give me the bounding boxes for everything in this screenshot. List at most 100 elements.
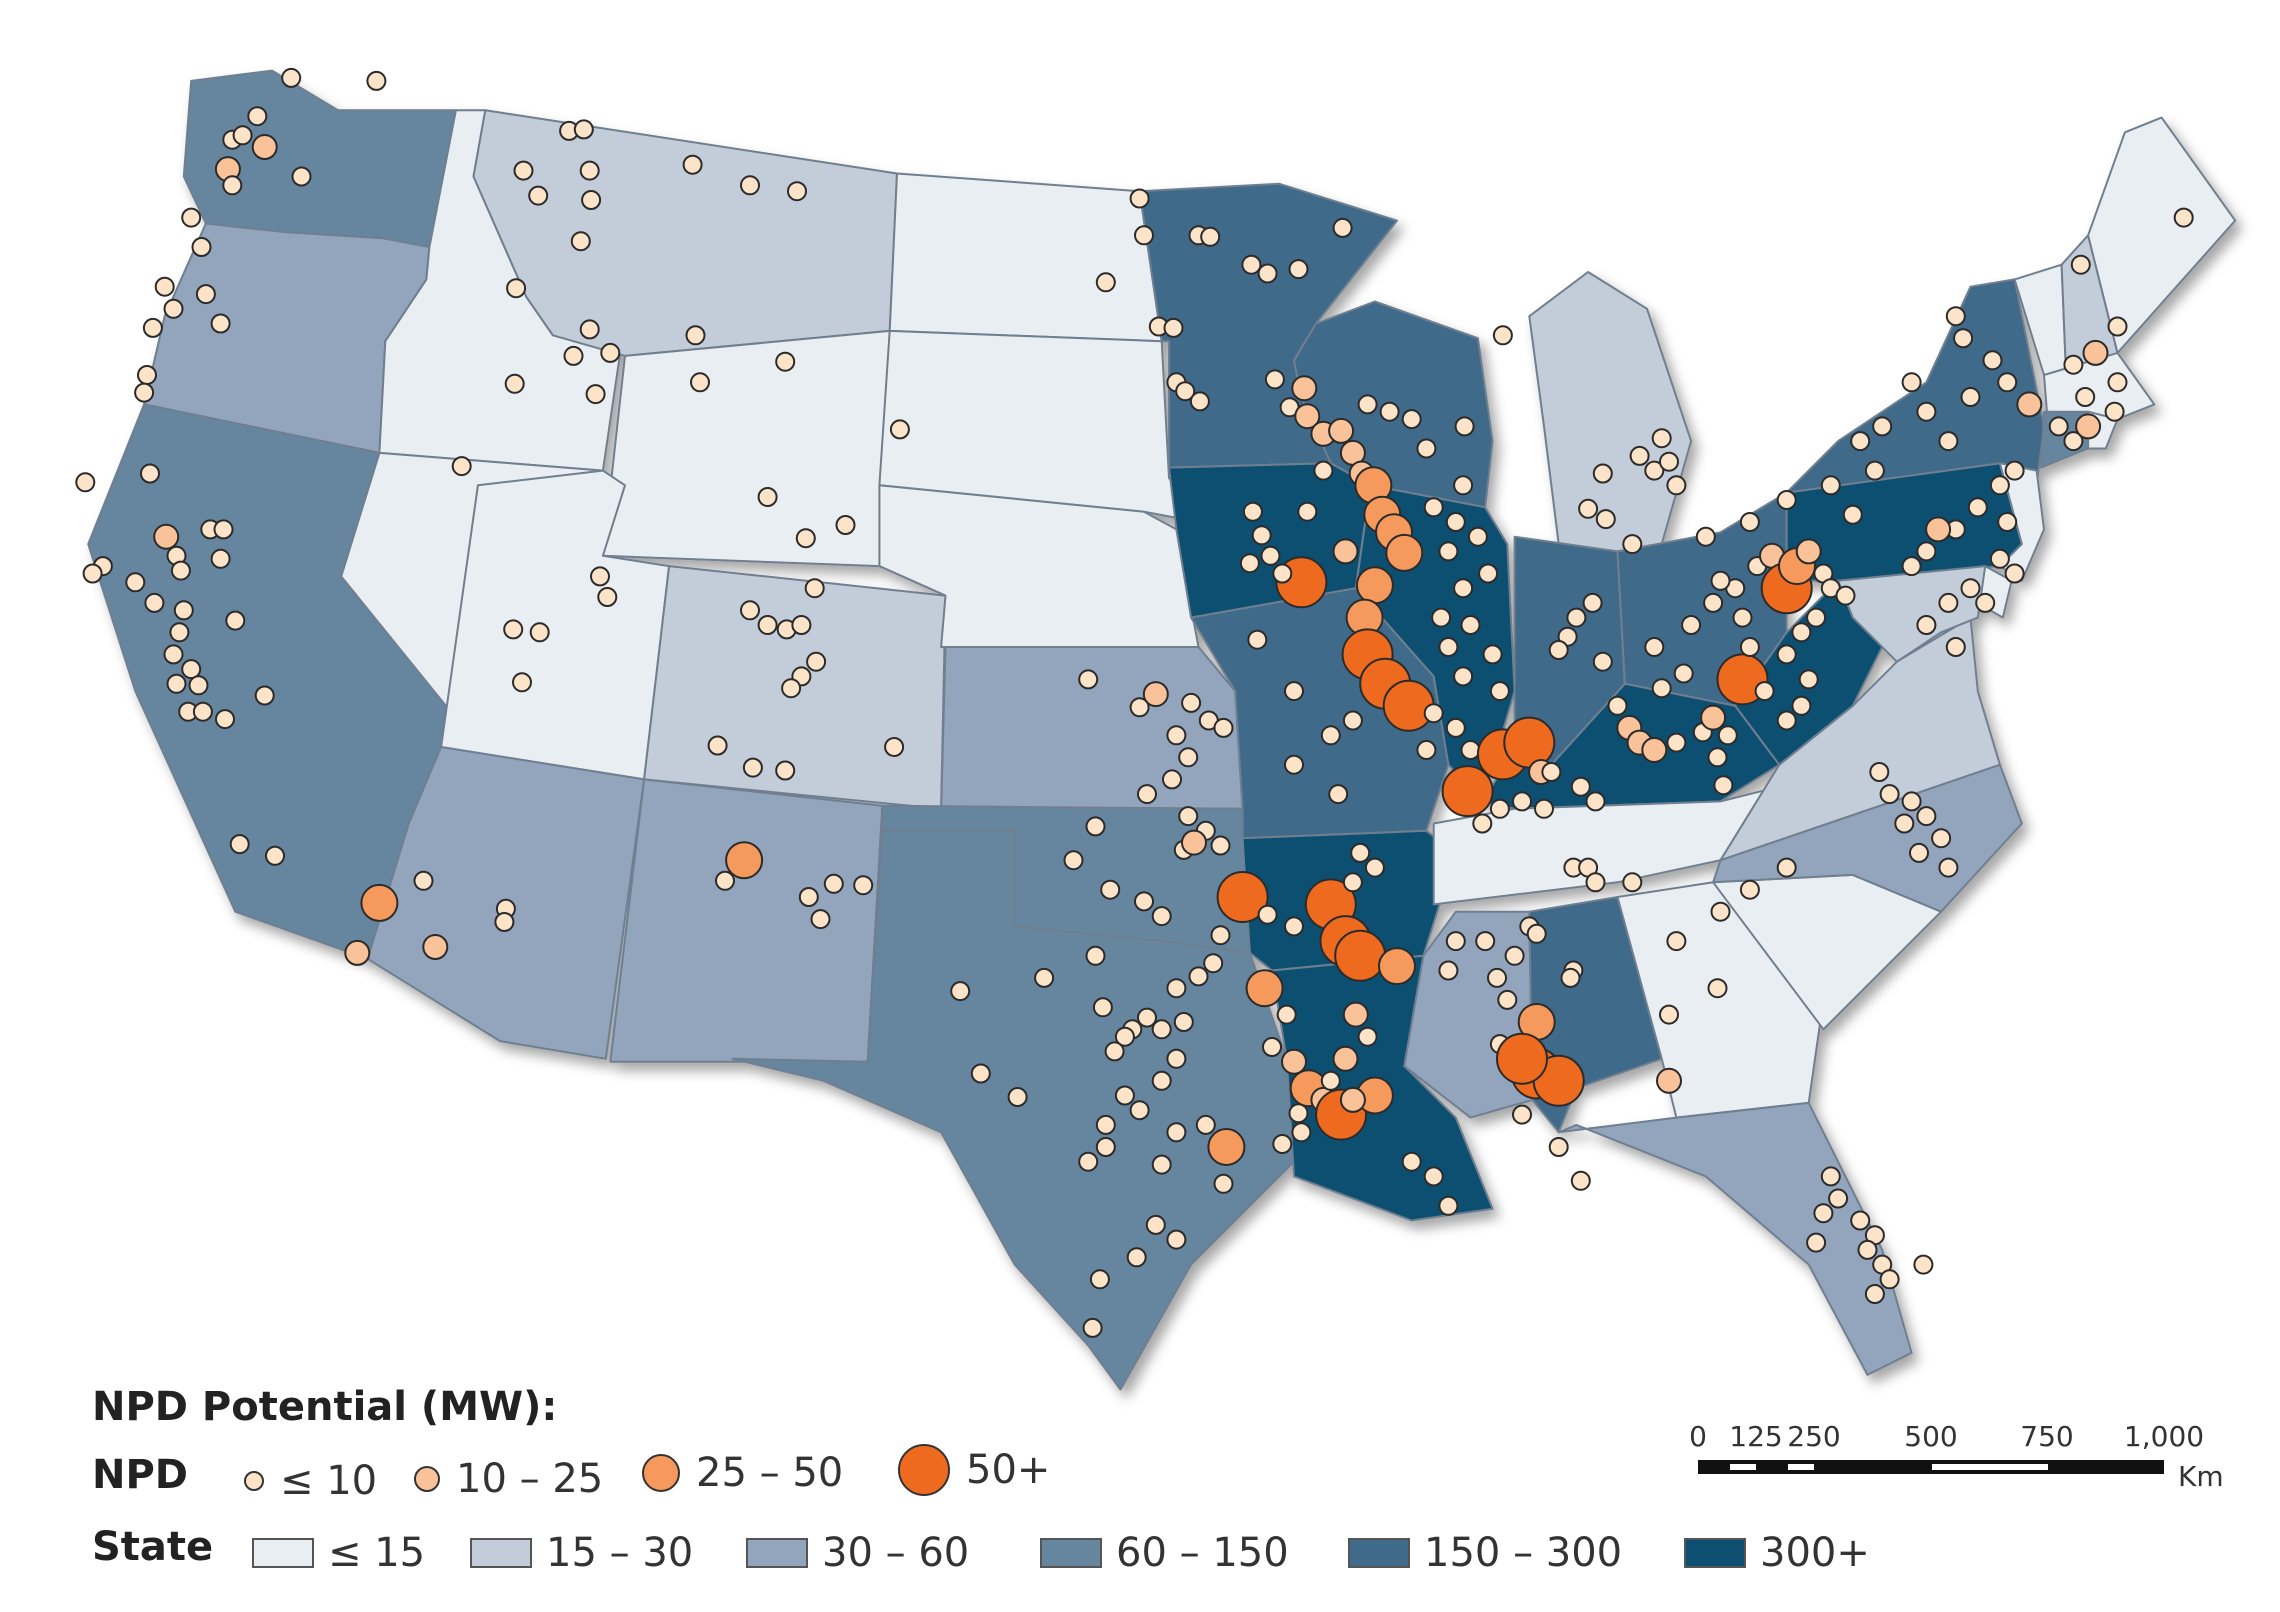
npd-site-marker <box>1245 969 1284 1008</box>
npd-site-marker <box>1850 1210 1871 1231</box>
npd-site-marker <box>1717 725 1738 746</box>
npd-class-50plus: 50+ <box>896 1442 1050 1498</box>
npd-site-marker <box>1151 1070 1172 1091</box>
npd-site-marker <box>422 934 449 960</box>
npd-site-marker <box>1239 553 1260 574</box>
npd-site-marker <box>1472 813 1493 834</box>
npd-site-marker <box>213 519 234 540</box>
npd-site-marker <box>1175 381 1196 402</box>
npd-points <box>75 67 2194 1338</box>
npd-site-marker <box>1095 1114 1116 1135</box>
npd-site-marker <box>1938 592 1959 613</box>
state-150-300-swatch <box>1348 1538 1410 1568</box>
npd-site-marker <box>1666 931 1687 952</box>
state-nm <box>609 778 884 1063</box>
npd-le10-label: ≤ 10 <box>280 1458 378 1504</box>
npd-site-marker <box>1607 695 1628 716</box>
npd-site-marker <box>740 600 760 621</box>
npd-site-marker <box>2107 316 2128 337</box>
state-class-le15: ≤ 15 <box>252 1530 425 1576</box>
npd-site-marker <box>1163 317 1184 338</box>
npd-site-marker <box>166 673 187 694</box>
npd-site-marker <box>1291 375 1318 402</box>
npd-site-marker <box>1700 704 1727 731</box>
npd-site-marker <box>1129 697 1150 718</box>
state-class-15-30: 15 – 30 <box>470 1530 693 1576</box>
npd-site-marker <box>222 175 243 196</box>
npd-site-marker <box>1242 501 1263 522</box>
npd-site-marker <box>1850 431 1871 452</box>
legend-npd-label: NPD <box>92 1452 188 1498</box>
npd-site-marker <box>1207 1128 1246 1166</box>
state-me <box>2087 116 2237 354</box>
legend-state-label: State <box>92 1524 214 1570</box>
npd-site-marker <box>1195 1114 1216 1135</box>
npd-site-marker <box>1798 669 1819 690</box>
npd-site-marker <box>210 548 231 569</box>
npd-site-marker <box>1203 953 1224 974</box>
npd-site-marker <box>1092 997 1113 1018</box>
npd-site-marker <box>1181 692 1202 713</box>
npd-site-marker <box>1453 666 1474 687</box>
npd-site-marker <box>1997 512 2018 532</box>
npd-site-marker <box>1095 272 1116 293</box>
npd-site-marker <box>579 319 600 340</box>
npd-site-marker <box>1548 640 1569 660</box>
npd-site-marker <box>181 207 202 228</box>
npd-le10-symbol <box>244 1471 264 1491</box>
npd-site-marker <box>884 737 905 757</box>
npd-site-marker <box>265 845 285 866</box>
npd-site-marker <box>1272 1134 1293 1154</box>
npd-site-marker <box>154 276 175 297</box>
npd-site-marker <box>192 701 213 722</box>
npd-site-marker <box>1188 966 1209 987</box>
state-le15-label: ≤ 15 <box>328 1530 426 1576</box>
npd-site-marker <box>1200 226 1221 247</box>
npd-site-marker <box>163 644 184 665</box>
npd-site-marker <box>1284 754 1304 775</box>
state-60-150-swatch <box>1040 1538 1102 1568</box>
npd-site-marker <box>1592 651 1613 672</box>
npd-site-marker <box>1526 923 1547 944</box>
npd-site-marker <box>1137 784 1157 805</box>
npd-site-marker <box>181 659 202 680</box>
npd-site-marker <box>600 342 621 363</box>
npd-site-marker <box>291 166 312 187</box>
npd-site-marker <box>1467 526 1488 547</box>
scale-tick-500: 500 <box>1904 1420 1958 1453</box>
scale-segment <box>1730 1464 1756 1470</box>
npd-site-marker <box>1595 509 1616 530</box>
npd-site-marker <box>1776 857 1797 878</box>
npd-site-marker <box>1953 328 1974 349</box>
npd-50plus-symbol <box>898 1444 950 1496</box>
npd-site-marker <box>1820 475 1841 496</box>
npd-site-marker <box>1869 762 1890 782</box>
npd-site-marker <box>1666 732 1687 753</box>
npd-site-marker <box>1879 1269 1900 1290</box>
npd-site-marker <box>1925 516 1952 543</box>
npd-site-marker <box>494 912 515 932</box>
npd-site-marker <box>1288 1103 1309 1124</box>
npd-site-marker <box>1938 857 1959 878</box>
state-30-60-swatch <box>746 1538 808 1568</box>
npd-site-marker <box>1216 871 1269 923</box>
npd-site-marker <box>366 70 387 91</box>
state-polygons <box>87 69 2237 1391</box>
state-class-300plus: 300+ <box>1684 1530 1870 1576</box>
state-le15-swatch <box>252 1538 314 1568</box>
npd-site-marker <box>1857 1239 1878 1260</box>
npd-site-marker <box>215 709 235 730</box>
npd-site-marker <box>1504 945 1525 966</box>
npd-site-marker <box>251 134 278 160</box>
npd-site-marker <box>1114 1026 1135 1047</box>
npd-site-marker <box>1264 369 1285 390</box>
npd-site-marker <box>1189 391 1210 412</box>
npd-site-marker <box>1416 740 1437 760</box>
npd-site-marker <box>1313 460 1334 481</box>
npd-site-marker <box>1166 1229 1187 1250</box>
npd-site-marker <box>1806 607 1827 628</box>
npd-site-marker <box>1842 504 1863 525</box>
npd-site-marker <box>1085 945 1106 966</box>
npd-site-marker <box>1534 798 1554 819</box>
npd-site-marker <box>1382 679 1435 732</box>
